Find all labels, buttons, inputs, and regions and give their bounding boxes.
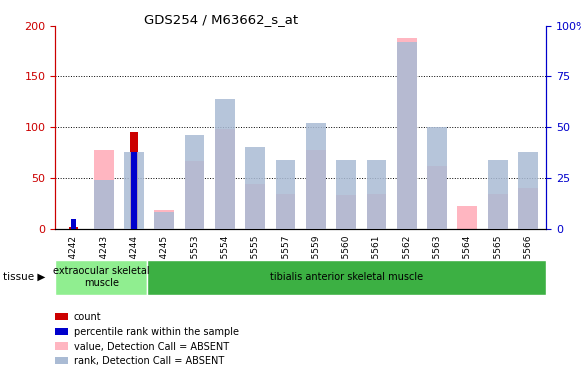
Bar: [147, 260, 546, 295]
Bar: [94, 150, 113, 229]
Text: GDS254 / M63662_s_at: GDS254 / M63662_s_at: [144, 13, 298, 26]
Bar: [427, 127, 447, 229]
Bar: [306, 150, 326, 229]
Bar: [69, 227, 78, 229]
Bar: [427, 166, 447, 229]
Bar: [245, 184, 265, 229]
Bar: [397, 42, 417, 229]
Bar: [71, 219, 76, 229]
Bar: [155, 213, 174, 229]
Bar: [336, 160, 356, 229]
Bar: [185, 135, 205, 229]
Bar: [124, 152, 144, 229]
Bar: [518, 188, 538, 229]
Bar: [367, 194, 386, 229]
Bar: [457, 206, 477, 229]
Bar: [215, 129, 235, 229]
Text: value, Detection Call = ABSENT: value, Detection Call = ABSENT: [74, 341, 229, 352]
Bar: [488, 194, 507, 229]
Bar: [185, 161, 205, 229]
Bar: [367, 160, 386, 229]
Bar: [397, 38, 417, 229]
Bar: [155, 210, 174, 229]
Bar: [488, 160, 507, 229]
Text: percentile rank within the sample: percentile rank within the sample: [74, 327, 239, 337]
Bar: [336, 195, 356, 229]
Bar: [245, 147, 265, 229]
Bar: [215, 99, 235, 229]
Text: rank, Detection Call = ABSENT: rank, Detection Call = ABSENT: [74, 356, 224, 366]
Bar: [275, 160, 295, 229]
Bar: [131, 152, 137, 229]
Bar: [55, 260, 147, 295]
Text: count: count: [74, 312, 102, 322]
Bar: [130, 132, 138, 229]
Text: tissue ▶: tissue ▶: [3, 272, 45, 282]
Text: tibialis anterior skeletal muscle: tibialis anterior skeletal muscle: [270, 272, 423, 282]
Bar: [518, 152, 538, 229]
Bar: [94, 180, 113, 229]
Bar: [306, 123, 326, 229]
Text: extraocular skeletal
muscle: extraocular skeletal muscle: [53, 266, 149, 288]
Bar: [275, 194, 295, 229]
